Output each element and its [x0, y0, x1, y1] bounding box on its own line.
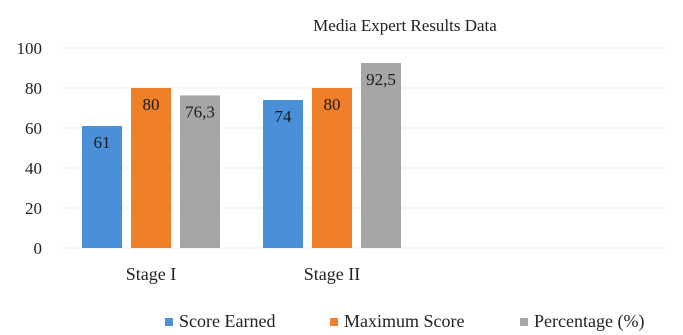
legend-swatch: [165, 318, 173, 326]
y-tick-label: 80: [25, 79, 42, 98]
y-tick-label: 20: [25, 199, 42, 218]
y-tick-label: 0: [34, 239, 43, 258]
legend-label: Percentage (%): [534, 311, 644, 332]
data-label: 92,5: [366, 70, 396, 89]
legend-swatch: [520, 318, 528, 326]
y-axis: 0 20 40 60 80 100: [17, 39, 43, 258]
y-tick-label: 60: [25, 119, 42, 138]
data-label: 80: [143, 95, 160, 114]
bar: [361, 63, 401, 248]
x-tick-label: Stage II: [304, 264, 360, 284]
legend-label: Score Earned: [179, 311, 275, 331]
data-label: 61: [94, 133, 111, 152]
bar: [82, 126, 122, 248]
y-tick-label: 100: [17, 39, 43, 58]
chart-title: Media Expert Results Data: [313, 16, 497, 35]
legend: Score Earned Maximum Score Percentage (%): [165, 311, 644, 332]
data-label: 76,3: [185, 102, 215, 121]
data-label: 74: [275, 107, 293, 126]
bar: [312, 88, 352, 248]
x-tick-label: Stage I: [126, 264, 176, 284]
bars: [82, 63, 401, 249]
x-axis: Stage I Stage II: [126, 264, 360, 284]
data-label: 80: [324, 95, 341, 114]
bar: [180, 95, 220, 249]
data-labels: 61 80 76,3 74 80 92,5: [94, 70, 396, 152]
bar: [263, 100, 303, 248]
y-tick-label: 40: [25, 159, 42, 178]
bar: [131, 88, 171, 248]
legend-swatch: [330, 318, 338, 326]
legend-label: Maximum Score: [344, 311, 464, 331]
